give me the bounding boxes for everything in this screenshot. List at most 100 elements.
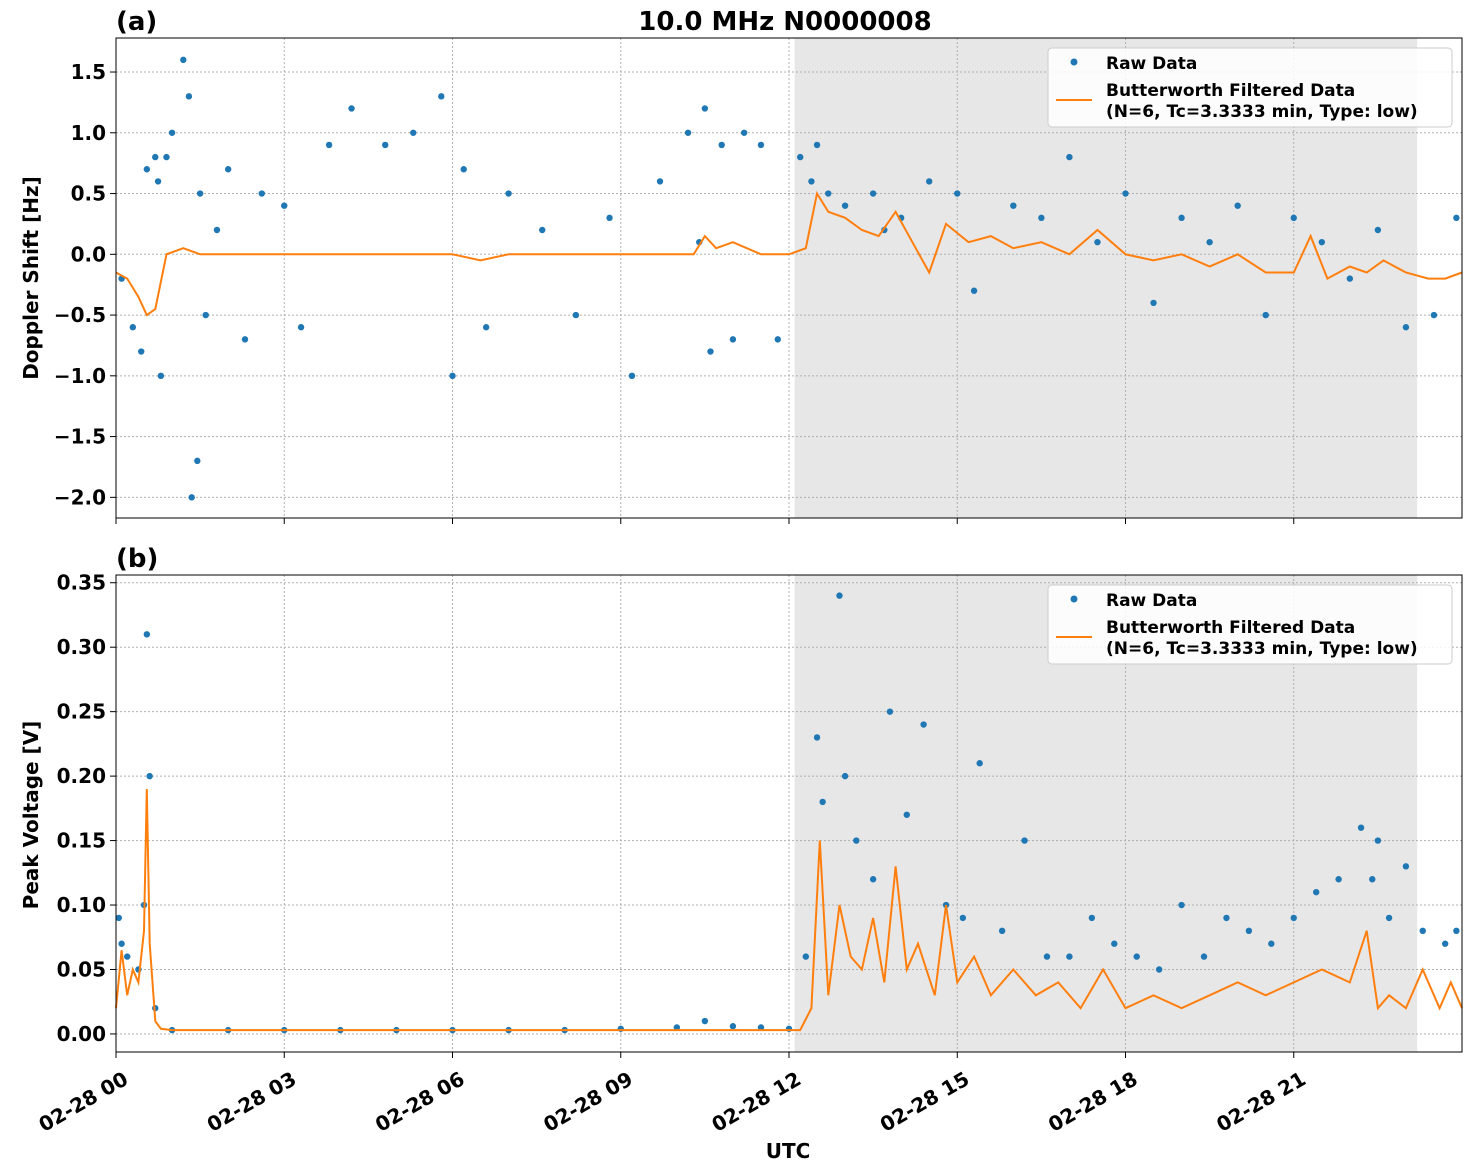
raw-data-point [115, 914, 123, 922]
raw-data-point [1335, 876, 1342, 883]
legend-filtered-params-a: (N=6, Tc=3.3333 min, Type: low) [1106, 102, 1418, 122]
raw-data-point [1402, 863, 1410, 870]
raw-data-point [1066, 953, 1073, 960]
raw-data-point [258, 190, 266, 197]
panel-label-a: (a) [116, 7, 157, 37]
raw-data-point [1357, 824, 1365, 831]
raw-data-point [920, 721, 927, 728]
raw-data-point [449, 372, 456, 380]
raw-data-point [146, 772, 153, 780]
y-tick-label: 0.35 [57, 571, 106, 595]
raw-data-point [572, 311, 580, 319]
legend-box-a [1047, 47, 1453, 128]
raw-data-point [1094, 238, 1101, 246]
raw-data-point [740, 129, 748, 136]
raw-data-point [1374, 837, 1382, 844]
raw-data-point [168, 129, 176, 136]
raw-data-point [124, 953, 131, 960]
legend-b: Raw Data Butterworth Filtered Data (N=6,… [1047, 584, 1453, 665]
raw-data-point [1038, 214, 1045, 222]
raw-data-point [1346, 275, 1354, 282]
raw-data-point [382, 141, 389, 149]
raw-data-point [1312, 888, 1320, 896]
x-tick-label: 02-28 00 [34, 1067, 132, 1137]
raw-data-point [438, 93, 445, 100]
raw-data-point [606, 214, 613, 222]
panel-a: −2.0 −1.5 −1.0 −0.5 0.0 0.5 1.0 1.5 (a) 10.0 MH… [19, 7, 1463, 524]
raw-data-point [954, 190, 961, 197]
y-tick-label: 0.30 [57, 635, 106, 659]
raw-data-point [869, 876, 877, 883]
raw-data-point [802, 953, 810, 960]
raw-data-point [202, 311, 209, 319]
raw-data-point [841, 772, 849, 780]
legend-filtered-label-a: Butterworth Filtered Data [1106, 81, 1355, 101]
y-tick-label: 0.0 [71, 242, 106, 266]
raw-data-point [976, 760, 983, 767]
x-ticks-a [115, 518, 1295, 524]
y-tick-label: −0.5 [54, 303, 106, 327]
raw-data-point [1453, 214, 1460, 222]
raw-data-point [1318, 238, 1325, 246]
legend-filtered-params-b: (N=6, Tc=3.3333 min, Type: low) [1106, 639, 1418, 659]
raw-data-point [1453, 927, 1460, 935]
raw-data-point [213, 226, 221, 234]
raw-data-point [841, 202, 849, 209]
y-axis-label-b: Peak Voltage [V] [19, 721, 43, 910]
raw-data-point [836, 592, 843, 599]
grid-b [115, 575, 1462, 1052]
raw-data-point [1133, 953, 1140, 960]
raw-data-point [1419, 927, 1426, 935]
raw-data-point [1245, 927, 1253, 935]
x-tick-label: 02-28 15 [876, 1067, 974, 1137]
raw-data-point [1122, 190, 1129, 197]
raw-data-point [1374, 226, 1382, 234]
raw-data-point [684, 129, 692, 136]
y-ticks-a: −2.0 −1.5 −1.0 −0.5 0.0 0.5 1.0 1.5 [54, 60, 116, 509]
raw-data-point [774, 336, 781, 343]
raw-data-point [998, 927, 1006, 935]
raw-data-point [482, 324, 490, 331]
raw-data-point [143, 631, 151, 638]
raw-data-point [138, 348, 145, 355]
raw-data-point [903, 811, 910, 818]
raw-data-point [701, 105, 709, 112]
raw-data-point [1021, 837, 1028, 844]
raw-data-point [869, 190, 877, 197]
legend-raw-label-b: Raw Data [1106, 591, 1197, 611]
raw-data-point [1262, 311, 1269, 319]
raw-data-point [1234, 202, 1241, 209]
raw-data-point [297, 324, 305, 331]
raw-data-point [118, 940, 125, 947]
raw-data-point [1111, 940, 1118, 947]
raw-data-point [188, 494, 195, 501]
legend-filtered-label-b: Butterworth Filtered Data [1106, 618, 1355, 638]
raw-data-point [757, 141, 765, 149]
raw-data-point [808, 178, 815, 185]
raw-data-point [1178, 214, 1185, 222]
raw-points-b [115, 592, 1460, 1034]
x-tick-label: 02-28 09 [539, 1067, 637, 1137]
raw-data-point [656, 178, 664, 185]
raw-data-point [819, 798, 826, 806]
raw-data-point [701, 1017, 709, 1025]
raw-data-point [959, 914, 967, 922]
raw-data-point [886, 708, 894, 715]
raw-data-point [505, 190, 512, 197]
raw-data-point [281, 202, 288, 209]
raw-data-point [1268, 940, 1275, 947]
raw-data-point [1150, 299, 1157, 307]
x-axis-label: UTC [766, 1139, 811, 1163]
x-tick-label: 02-28 06 [371, 1067, 469, 1137]
y-tick-label: 0.20 [57, 764, 106, 788]
chart-title: 10.0 MHz N0000008 [638, 7, 931, 37]
raw-data-point [797, 153, 804, 161]
y-tick-label: −2.0 [54, 485, 106, 509]
panel-b: 0.00 0.05 0.10 0.15 0.20 0.25 0.30 0.35 02-28 0… [19, 544, 1463, 1163]
raw-data-point [180, 56, 187, 64]
raw-data-point [163, 153, 170, 161]
raw-data-point [1402, 324, 1410, 331]
raw-data-point [1043, 953, 1051, 960]
y-tick-label: 0.00 [57, 1022, 106, 1046]
